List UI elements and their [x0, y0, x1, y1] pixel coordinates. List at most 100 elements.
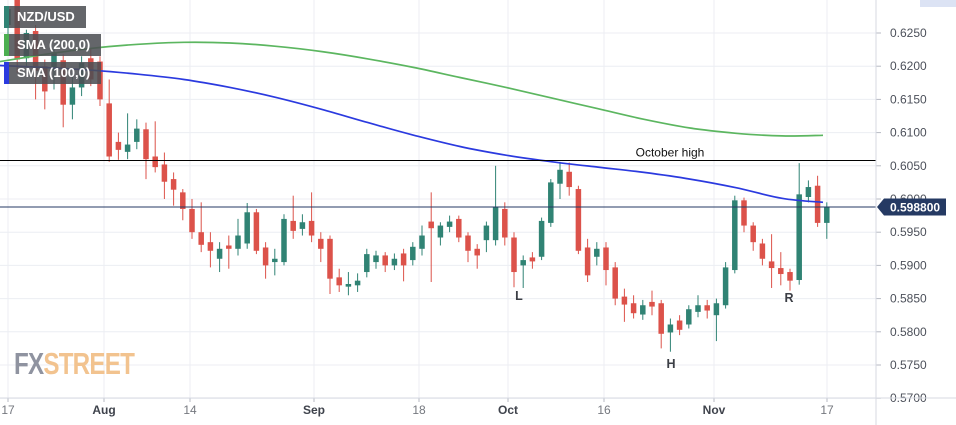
- candle[interactable]: [529, 257, 536, 262]
- candle[interactable]: [676, 320, 683, 330]
- candle[interactable]: [686, 309, 692, 325]
- letter-annotation-h[interactable]: H: [666, 357, 675, 371]
- candle[interactable]: [226, 245, 232, 249]
- candle[interactable]: [768, 261, 775, 269]
- candle[interactable]: [511, 237, 517, 273]
- candle[interactable]: [235, 235, 241, 249]
- candle[interactable]: [704, 305, 710, 311]
- candle[interactable]: [69, 87, 76, 105]
- candle[interactable]: [189, 208, 195, 233]
- sma100-color-swatch: [4, 62, 9, 84]
- candle[interactable]: [207, 242, 214, 251]
- candle[interactable]: [244, 212, 250, 244]
- sma-200-line[interactable]: [0, 41, 824, 137]
- candle[interactable]: [566, 171, 572, 188]
- x-axis-label: Oct: [498, 403, 518, 417]
- candle[interactable]: [272, 258, 278, 263]
- candle[interactable]: [124, 144, 131, 152]
- candle[interactable]: [805, 187, 812, 198]
- candle[interactable]: [759, 243, 766, 259]
- candle[interactable]: [584, 247, 591, 276]
- candle[interactable]: [400, 253, 407, 266]
- candle[interactable]: [520, 260, 526, 266]
- candle[interactable]: [474, 248, 480, 256]
- candle[interactable]: [216, 248, 223, 259]
- sma100-label: SMA (100,0): [9, 62, 102, 84]
- candle[interactable]: [281, 218, 287, 263]
- candle[interactable]: [428, 221, 434, 229]
- x-axis-label: Sep: [303, 403, 325, 417]
- candle[interactable]: [318, 238, 324, 249]
- y-axis-label: 0.5900: [890, 258, 927, 272]
- sma-100-line[interactable]: [0, 64, 824, 204]
- legend-item-sma100[interactable]: SMA (100,0): [4, 62, 102, 84]
- candle[interactable]: [262, 247, 269, 266]
- sma200-color-swatch: [4, 34, 9, 56]
- legend-item-symbol[interactable]: NZD/USD: [4, 6, 86, 28]
- candle[interactable]: [548, 182, 554, 223]
- candle[interactable]: [180, 192, 186, 209]
- candle[interactable]: [722, 267, 729, 306]
- candle[interactable]: [354, 280, 361, 286]
- candle[interactable]: [695, 305, 701, 312]
- candle[interactable]: [713, 303, 720, 316]
- candle[interactable]: [170, 179, 177, 190]
- candle[interactable]: [667, 324, 674, 333]
- candle[interactable]: [538, 220, 545, 257]
- candle[interactable]: [391, 258, 398, 266]
- candle[interactable]: [603, 247, 609, 271]
- candle[interactable]: [492, 206, 499, 241]
- candle[interactable]: [640, 305, 646, 315]
- candle[interactable]: [575, 189, 582, 251]
- candle[interactable]: [612, 267, 618, 299]
- candle[interactable]: [814, 185, 821, 223]
- y-axis-label: 0.6200: [890, 59, 927, 73]
- candle[interactable]: [299, 222, 306, 229]
- candle[interactable]: [336, 277, 342, 286]
- candle[interactable]: [14, 0, 20, 60]
- candle[interactable]: [732, 200, 738, 271]
- candle[interactable]: [621, 296, 628, 305]
- letter-annotation-l[interactable]: L: [515, 289, 523, 303]
- candle[interactable]: [152, 156, 158, 168]
- candle[interactable]: [419, 235, 425, 249]
- candle[interactable]: [750, 225, 756, 243]
- candle[interactable]: [290, 220, 296, 231]
- candle[interactable]: [502, 208, 508, 238]
- candle[interactable]: [134, 128, 140, 142]
- legend-item-sma200[interactable]: SMA (200,0): [4, 34, 102, 56]
- candle[interactable]: [161, 164, 168, 182]
- candle[interactable]: [345, 283, 352, 287]
- y-axis-label: 0.5950: [890, 225, 927, 239]
- candle[interactable]: [51, 52, 57, 71]
- candle[interactable]: [649, 301, 655, 307]
- candle[interactable]: [143, 129, 149, 160]
- candle[interactable]: [410, 246, 416, 261]
- candle[interactable]: [115, 141, 122, 150]
- candle[interactable]: [557, 169, 563, 184]
- candle[interactable]: [778, 268, 784, 275]
- candle[interactable]: [198, 232, 204, 245]
- candle[interactable]: [465, 235, 471, 251]
- candle[interactable]: [796, 194, 802, 281]
- candle[interactable]: [308, 220, 315, 236]
- candle[interactable]: [594, 248, 600, 257]
- candle[interactable]: [446, 221, 453, 227]
- candle[interactable]: [630, 303, 637, 314]
- candle[interactable]: [106, 103, 112, 157]
- candle[interactable]: [741, 200, 747, 226]
- candle[interactable]: [658, 303, 664, 334]
- candle[interactable]: [373, 255, 379, 263]
- candle[interactable]: [253, 212, 260, 251]
- candle[interactable]: [364, 254, 370, 273]
- candle[interactable]: [382, 255, 388, 266]
- candle[interactable]: [787, 272, 793, 281]
- candle[interactable]: [437, 225, 444, 238]
- candle[interactable]: [483, 225, 490, 241]
- candle[interactable]: [327, 238, 333, 279]
- candle[interactable]: [824, 206, 830, 223]
- candle[interactable]: [456, 218, 462, 238]
- y-axis-label: 0.5800: [890, 325, 927, 339]
- letter-annotation-r[interactable]: R: [784, 291, 793, 305]
